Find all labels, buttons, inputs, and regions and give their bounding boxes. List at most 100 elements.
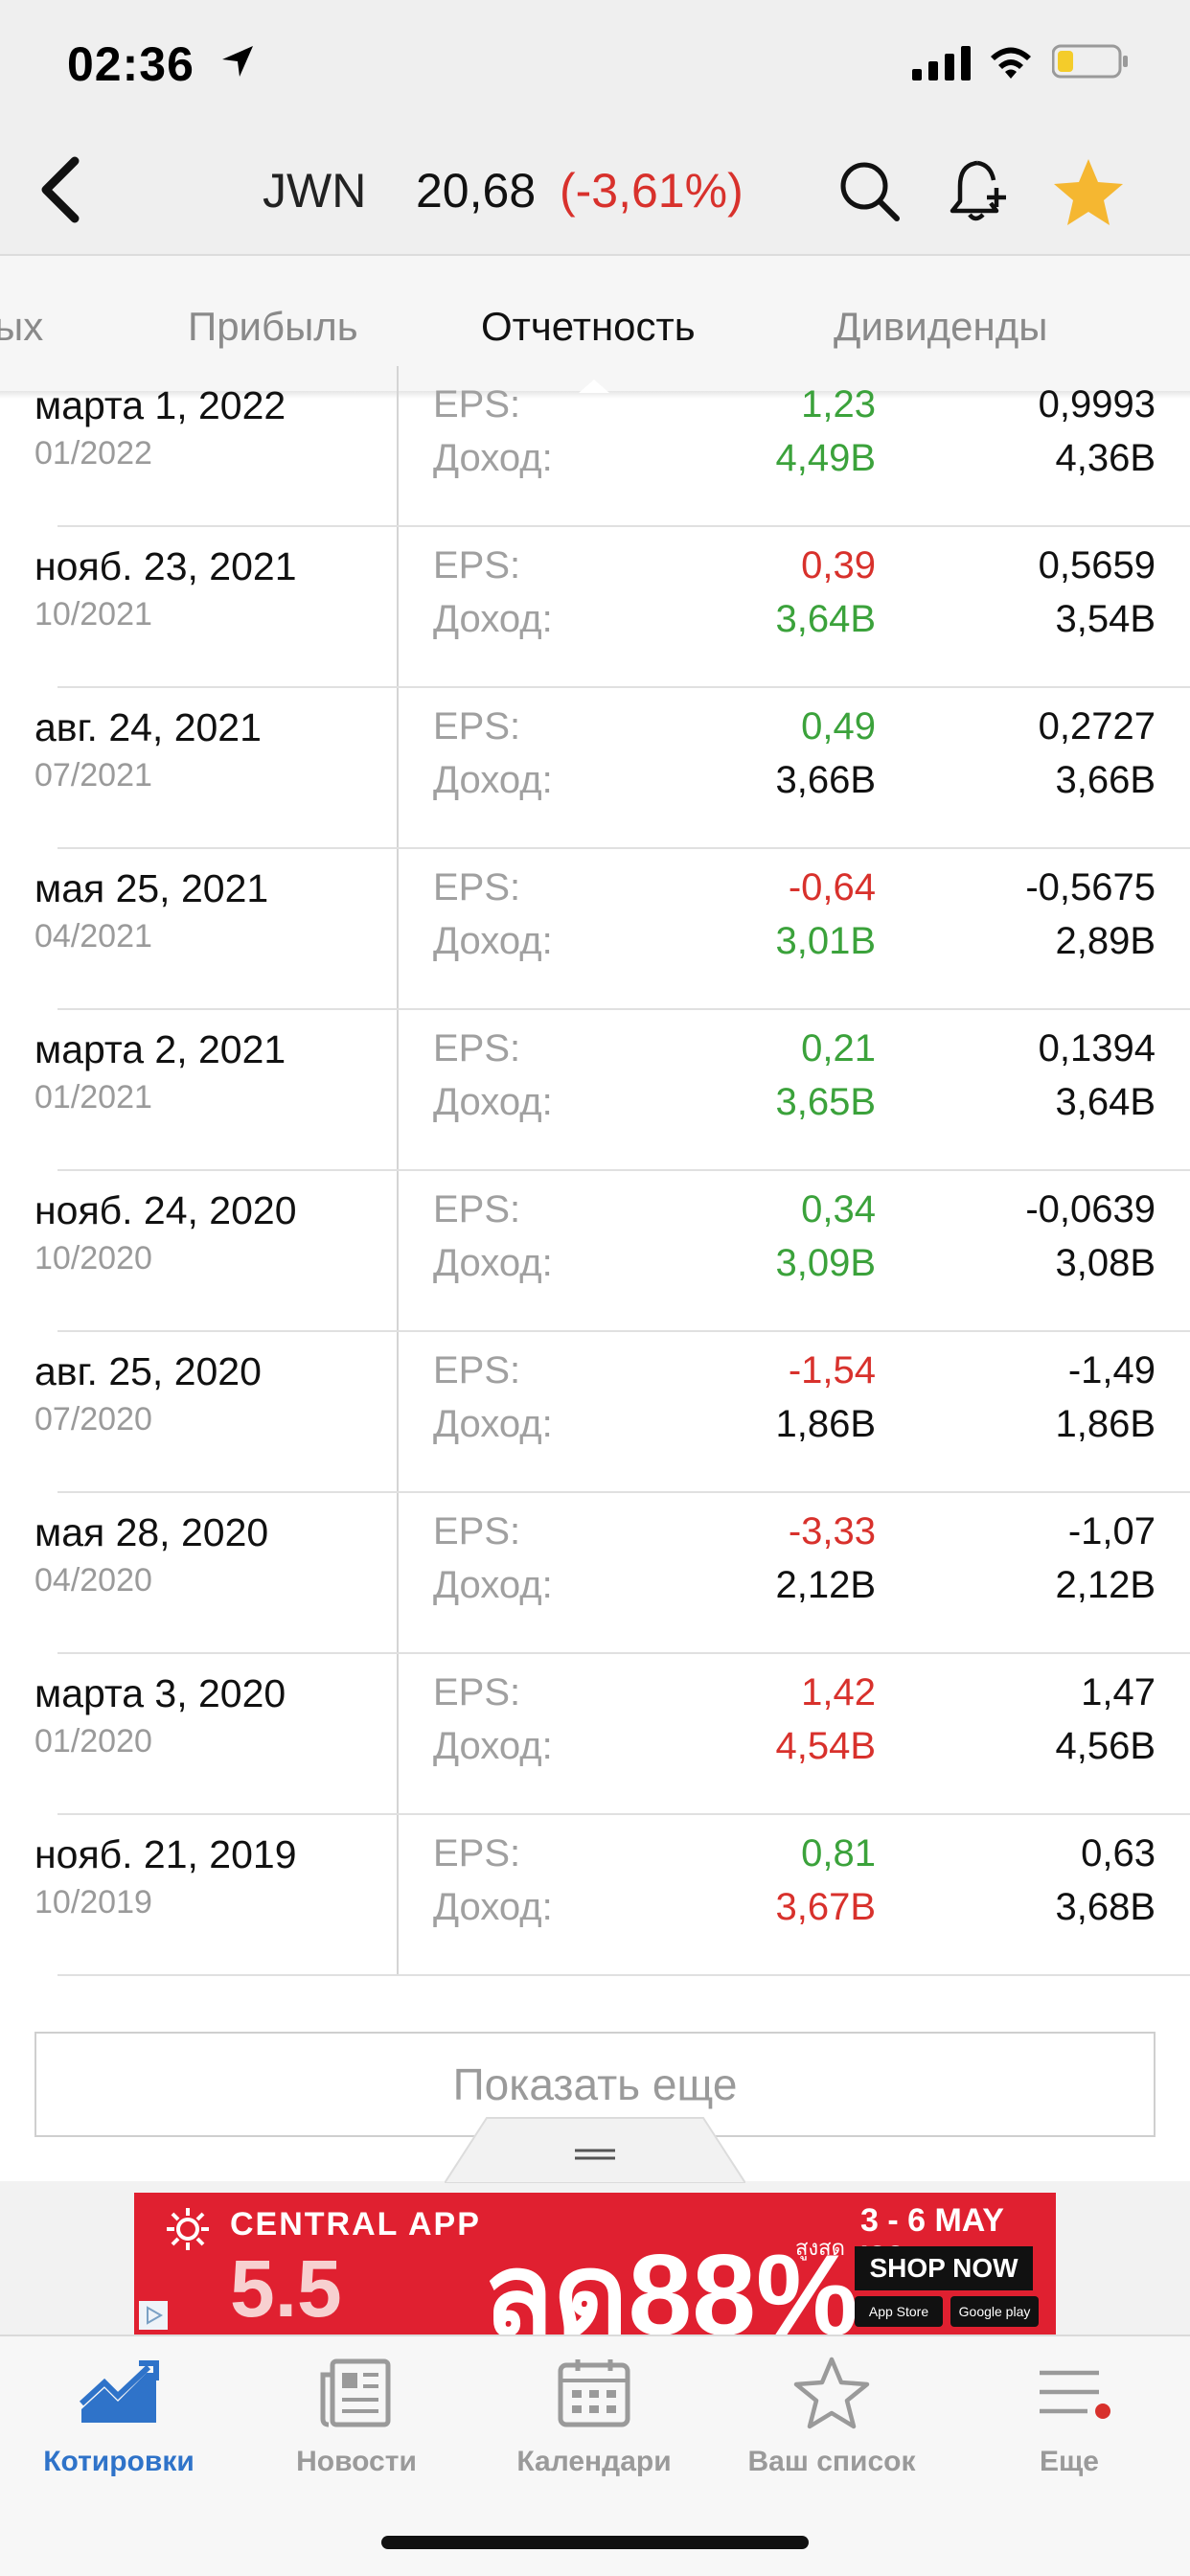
eps-actual: 1,42: [801, 1671, 876, 1714]
revenue-forecast: 3,66B: [1055, 759, 1156, 801]
report-date: марта 3, 2020: [34, 1671, 286, 1715]
eps-forecast: 0,63: [1081, 1832, 1156, 1874]
row-divider: [57, 1491, 1190, 1493]
news-icon: [320, 2358, 391, 2427]
eps-actual: 0,21: [801, 1027, 876, 1070]
tab-reports[interactable]: Отчетность: [481, 304, 696, 349]
table-row[interactable]: нояб. 21, 2019 10/2019 EPS: Доход: 0,81 0,63 3…: [0, 1815, 1190, 1976]
column-divider: [397, 688, 399, 849]
revenue-label: Доход:: [433, 759, 553, 801]
table-row[interactable]: нояб. 23, 2021 10/2021 EPS: Доход: 0,39 0,565…: [0, 527, 1190, 688]
row-divider: [57, 1330, 1190, 1332]
app-store-badge[interactable]: App Store: [855, 2296, 943, 2327]
section-tabs: ых Прибыль Отчетность Дивиденды: [0, 254, 1190, 393]
table-row[interactable]: марта 3, 2020 01/2020 EPS: Доход: 1,42 1,47 4,…: [0, 1654, 1190, 1815]
revenue-actual: 3,67B: [775, 1886, 876, 1928]
nav-watchlist[interactable]: Ваш список: [713, 2356, 950, 2509]
tab-partial[interactable]: ых: [0, 304, 44, 349]
revenue-actual: 3,65B: [775, 1081, 876, 1123]
price-change-percent: (-3,61%): [560, 164, 744, 218]
status-bar: 02:36: [0, 0, 1190, 134]
nav-news[interactable]: Новости: [238, 2356, 475, 2509]
sun-logo-icon: [167, 2208, 209, 2250]
revenue-forecast: 3,64B: [1055, 1081, 1156, 1123]
eps-label: EPS:: [433, 1349, 521, 1392]
nav-label: Новости: [296, 2446, 417, 2477]
report-date: авг. 25, 2020: [34, 1349, 262, 1393]
search-icon[interactable]: [832, 153, 908, 230]
table-row[interactable]: марта 1, 2022 01/2022 EPS: Доход: 1,23 0,9993…: [0, 366, 1190, 527]
revenue-actual: 3,64B: [775, 598, 876, 640]
fiscal-period: 10/2019: [34, 1884, 152, 1920]
row-divider: [57, 847, 1190, 849]
add-alert-bell-icon[interactable]: [941, 153, 1018, 230]
fiscal-period: 01/2022: [34, 435, 152, 472]
table-row[interactable]: авг. 25, 2020 07/2020 EPS: Доход: -1,54 -1,49…: [0, 1332, 1190, 1493]
revenue-label: Доход:: [433, 437, 553, 479]
eps-actual: -0,64: [788, 866, 876, 908]
table-row[interactable]: мая 25, 2021 04/2021 EPS: Доход: -0,64 -0,567…: [0, 849, 1190, 1010]
drawer-handle[interactable]: [445, 2116, 745, 2183]
revenue-forecast: 4,36B: [1055, 437, 1156, 479]
table-row[interactable]: марта 2, 2021 01/2021 EPS: Доход: 0,21 0,1394…: [0, 1010, 1190, 1171]
back-arrow-icon[interactable]: [29, 151, 96, 228]
ad-up-to: สูงสุด: [795, 2236, 845, 2260]
eps-actual: 0,81: [801, 1832, 876, 1874]
fiscal-period: 01/2020: [34, 1723, 152, 1760]
revenue-forecast: 3,68B: [1055, 1886, 1156, 1928]
eps-actual: 1,23: [801, 383, 876, 426]
nav-more[interactable]: Еще: [950, 2356, 1188, 2509]
google-play-badge[interactable]: Google play: [950, 2296, 1039, 2327]
eps-label: EPS:: [433, 1027, 521, 1070]
wifi-icon: [991, 47, 1031, 79]
table-row[interactable]: нояб. 24, 2020 10/2020 EPS: Доход: 0,34 -0,06…: [0, 1171, 1190, 1332]
cellular-signal-icon: [912, 46, 971, 80]
eps-forecast: 0,5659: [1038, 544, 1156, 586]
ad-choices-icon[interactable]: [138, 2300, 169, 2331]
revenue-forecast: 3,54B: [1055, 598, 1156, 640]
fiscal-period: 04/2020: [34, 1562, 152, 1598]
fiscal-period: 10/2021: [34, 596, 152, 632]
eps-forecast: 0,2727: [1038, 705, 1156, 748]
row-divider: [57, 1813, 1190, 1815]
revenue-label: Доход:: [433, 1403, 553, 1445]
revenue-forecast: 3,08B: [1055, 1242, 1156, 1284]
eps-forecast: -0,5675: [1025, 866, 1156, 908]
nav-label: Календари: [516, 2446, 672, 2477]
tab-dividends[interactable]: Дивиденды: [834, 304, 1048, 349]
column-divider: [397, 527, 399, 688]
revenue-forecast: 4,56B: [1055, 1725, 1156, 1767]
advertisement-banner[interactable]: CENTRAL APP 5.5 ลด88% สูงสุด 3 - 6 MAY '…: [134, 2193, 1056, 2334]
favorite-star-icon[interactable]: [1050, 153, 1127, 230]
report-date: мая 25, 2021: [34, 866, 269, 910]
fiscal-period: 07/2020: [34, 1401, 152, 1438]
eps-forecast: 1,47: [1081, 1671, 1156, 1714]
nav-quotes[interactable]: Котировки: [0, 2356, 238, 2509]
revenue-actual: 4,49B: [775, 437, 876, 479]
revenue-actual: 3,09B: [775, 1242, 876, 1284]
eps-label: EPS:: [433, 866, 521, 908]
ad-shop-now[interactable]: SHOP NOW: [855, 2246, 1033, 2290]
eps-forecast: -1,49: [1067, 1349, 1156, 1392]
revenue-label: Доход:: [433, 1242, 553, 1284]
tabs-shadow: [0, 391, 1190, 399]
table-row[interactable]: мая 28, 2020 04/2020 EPS: Доход: -3,33 -1,07 2…: [0, 1493, 1190, 1654]
ad-brand: CENTRAL APP: [230, 2206, 481, 2242]
table-row[interactable]: авг. 24, 2021 07/2021 EPS: Доход: 0,49 0,2727…: [0, 688, 1190, 849]
ad-promo-55: 5.5: [230, 2243, 342, 2334]
active-tab-pointer: [579, 380, 609, 393]
tab-earnings[interactable]: Прибыль: [188, 304, 358, 349]
eps-actual: -3,33: [788, 1510, 876, 1552]
nav-calendars[interactable]: Календари: [475, 2356, 713, 2509]
eps-actual: 0,39: [801, 544, 876, 586]
report-date: нояб. 24, 2020: [34, 1188, 297, 1232]
nav-label: Котировки: [43, 2446, 195, 2477]
column-divider: [397, 366, 399, 527]
revenue-actual: 4,54B: [775, 1725, 876, 1767]
ticker-symbol: JWN: [263, 164, 367, 218]
last-price: 20,68: [416, 164, 537, 218]
eps-forecast: 0,9993: [1038, 383, 1156, 426]
column-divider: [397, 1332, 399, 1493]
eps-forecast: -0,0639: [1025, 1188, 1156, 1230]
eps-label: EPS:: [433, 544, 521, 586]
